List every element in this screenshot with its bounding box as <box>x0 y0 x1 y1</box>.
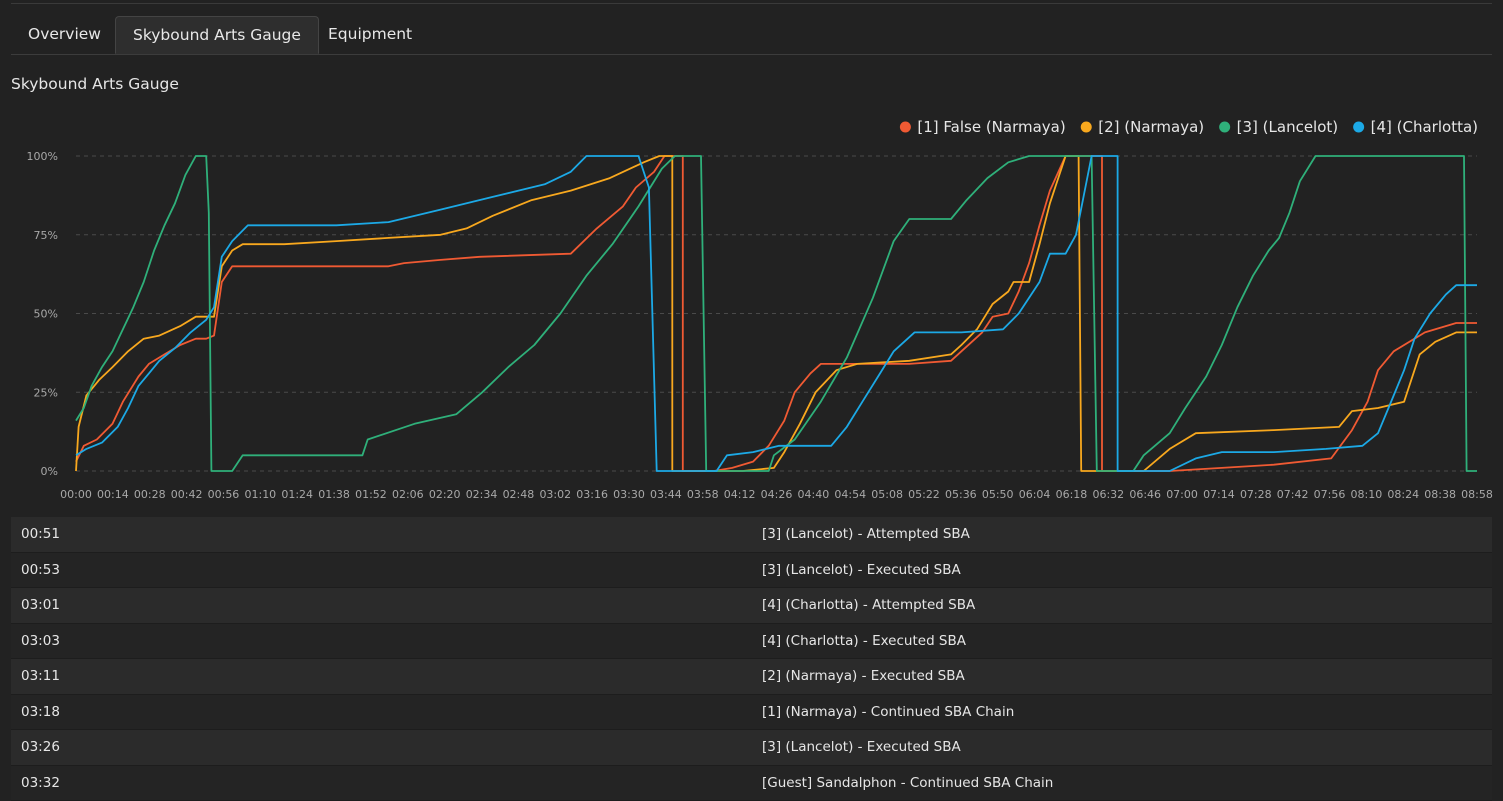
x-tick-label: 03:16 <box>576 488 608 501</box>
tab-overview[interactable]: Overview <box>11 16 118 53</box>
x-tick-label: 02:06 <box>392 488 424 501</box>
x-tick-label: 05:08 <box>871 488 903 501</box>
event-time: 03:11 <box>21 659 60 694</box>
event-description: [3] (Lancelot) - Attempted SBA <box>762 517 970 552</box>
tab-bar: Overview Skybound Arts Gauge Equipment <box>11 16 1492 55</box>
legend-dot-4[interactable] <box>1353 122 1364 133</box>
x-tick-label: 04:26 <box>761 488 793 501</box>
legend-label-2: [2] (Narmaya) <box>1098 118 1204 136</box>
x-tick-label: 02:34 <box>466 488 498 501</box>
event-row[interactable]: 03:03 [4] (Charlotta) - Executed SBA <box>11 624 1492 660</box>
y-tick-label: 75% <box>34 229 58 242</box>
x-tick-label: 01:24 <box>281 488 313 501</box>
x-tick-label: 06:18 <box>1056 488 1088 501</box>
x-tick-label: 07:14 <box>1203 488 1235 501</box>
x-tick-label: 00:42 <box>171 488 203 501</box>
x-tick-label: 01:52 <box>355 488 387 501</box>
x-tick-label: 03:30 <box>613 488 645 501</box>
event-time: 00:51 <box>21 517 60 552</box>
y-tick-label: 25% <box>34 386 58 399</box>
x-tick-label: 02:48 <box>503 488 535 501</box>
x-tick-label: 06:46 <box>1129 488 1161 501</box>
section-title: Skybound Arts Gauge <box>11 75 179 93</box>
x-tick-label: 08:10 <box>1351 488 1383 501</box>
legend-label-1: [1] False (Narmaya) <box>917 118 1065 136</box>
x-tick-label: 05:22 <box>908 488 940 501</box>
x-tick-label: 07:42 <box>1277 488 1309 501</box>
event-description: [3] (Lancelot) - Executed SBA <box>762 553 961 588</box>
x-tick-label: 05:50 <box>982 488 1014 501</box>
event-row[interactable]: 00:51 [3] (Lancelot) - Attempted SBA <box>11 517 1492 553</box>
x-tick-label: 07:28 <box>1240 488 1272 501</box>
x-tick-label: 00:56 <box>208 488 240 501</box>
x-tick-label: 04:54 <box>834 488 866 501</box>
x-tick-label: 06:04 <box>1019 488 1051 501</box>
event-description: [3] (Lancelot) - Executed SBA <box>762 730 961 765</box>
event-time: 03:03 <box>21 624 60 659</box>
event-description: [2] (Narmaya) - Executed SBA <box>762 659 965 694</box>
tab-equipment[interactable]: Equipment <box>311 16 429 53</box>
x-tick-label: 02:20 <box>429 488 461 501</box>
x-tick-label: 08:38 <box>1424 488 1456 501</box>
top-divider <box>11 3 1492 4</box>
chart-legend: [4] (Charlotta) [3] (Lancelot) [2] (Narmay… <box>900 118 1478 136</box>
event-description: [Guest] Sandalphon - Continued SBA Chain <box>762 766 1053 801</box>
x-tick-label: 04:12 <box>724 488 756 501</box>
x-tick-label: 00:28 <box>134 488 166 501</box>
x-tick-label: 03:44 <box>650 488 682 501</box>
x-tick-label: 04:40 <box>798 488 830 501</box>
event-row[interactable]: 00:53 [3] (Lancelot) - Executed SBA <box>11 553 1492 589</box>
legend-label-4: [4] (Charlotta) <box>1371 118 1478 136</box>
x-tick-label: 00:14 <box>97 488 129 501</box>
chart-grid <box>76 156 1477 471</box>
event-row[interactable]: 03:18 [1] (Narmaya) - Continued SBA Chain <box>11 695 1492 731</box>
event-time: 03:18 <box>21 695 60 730</box>
y-tick-label: 0% <box>41 465 58 478</box>
event-time: 03:01 <box>21 588 60 623</box>
legend-dot-2[interactable] <box>1081 122 1092 133</box>
x-tick-label: 03:58 <box>687 488 719 501</box>
x-tick-label: 03:02 <box>539 488 571 501</box>
y-axis-ticks: 0% 25% 50% 75% 100% <box>27 150 58 478</box>
x-tick-label: 07:00 <box>1166 488 1198 501</box>
x-tick-label: 01:38 <box>318 488 350 501</box>
x-axis-ticks: 00:00 00:14 00:28 00:42 00:56 01:10 01:24 01:38… <box>60 488 1493 501</box>
sba-gauge-chart: 0% 25% 50% 75% 100% 00:00 00:14 00:28 00:42 00:5… <box>0 100 1503 510</box>
x-tick-label: 07:56 <box>1314 488 1346 501</box>
tab-skybound-arts-gauge[interactable]: Skybound Arts Gauge <box>115 16 319 54</box>
event-time: 03:32 <box>21 766 60 801</box>
legend-dot-3[interactable] <box>1219 122 1230 133</box>
x-tick-label: 00:00 <box>60 488 92 501</box>
event-description: [4] (Charlotta) - Executed SBA <box>762 624 966 659</box>
event-time: 03:26 <box>21 730 60 765</box>
y-tick-label: 100% <box>27 150 58 163</box>
event-row[interactable]: 03:01 [4] (Charlotta) - Attempted SBA <box>11 588 1492 624</box>
x-tick-label: 05:36 <box>945 488 977 501</box>
legend-dot-1[interactable] <box>900 122 911 133</box>
x-tick-label: 08:24 <box>1387 488 1419 501</box>
event-description: [4] (Charlotta) - Attempted SBA <box>762 588 975 623</box>
event-time: 00:53 <box>21 553 60 588</box>
event-description: [1] (Narmaya) - Continued SBA Chain <box>762 695 1014 730</box>
legend-label-3: [3] (Lancelot) <box>1237 118 1338 136</box>
x-tick-label: 08:58 <box>1461 488 1493 501</box>
x-tick-label: 01:10 <box>244 488 276 501</box>
event-row[interactable]: 03:11 [2] (Narmaya) - Executed SBA <box>11 659 1492 695</box>
x-tick-label: 06:32 <box>1092 488 1124 501</box>
event-row[interactable]: 03:26 [3] (Lancelot) - Executed SBA <box>11 730 1492 766</box>
y-tick-label: 50% <box>34 308 58 321</box>
